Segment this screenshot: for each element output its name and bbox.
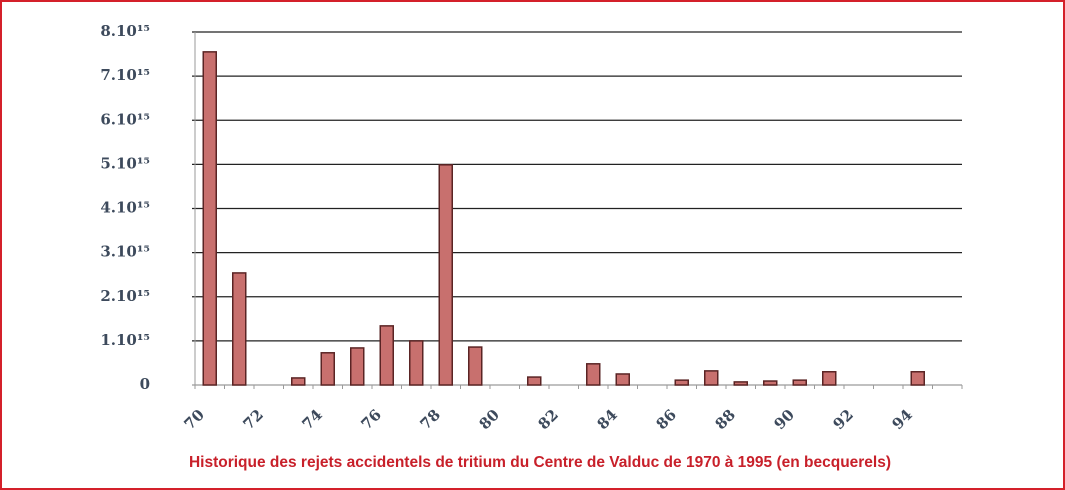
x-tick-label: 80: [475, 406, 502, 433]
bar: [379, 325, 394, 386]
x-tick-label: 88: [711, 406, 738, 433]
bar: [792, 379, 807, 386]
chart-title: Historique des rejets accidentels de tri…: [189, 454, 891, 471]
y-tick-label: 5.10¹⁵: [100, 154, 150, 172]
bar: [438, 164, 453, 386]
bar: [763, 380, 778, 386]
bar: [733, 381, 748, 386]
bar: [468, 346, 483, 386]
x-tick-label: 76: [357, 406, 384, 433]
x-tick-label: 90: [770, 406, 797, 433]
y-tick-label: 0: [140, 375, 150, 393]
x-tick-label: 78: [416, 406, 443, 433]
bar: [674, 379, 689, 386]
bar: [527, 376, 542, 386]
bar: [910, 371, 925, 386]
y-tick-label: 2.10¹⁵: [100, 287, 150, 305]
bar: [704, 370, 719, 386]
y-tick-label: 6.10¹⁵: [100, 110, 150, 128]
x-tick-label: 72: [239, 406, 266, 433]
bar: [350, 347, 365, 386]
bar: [586, 363, 601, 386]
y-tick-label: 4.10¹⁵: [100, 199, 150, 217]
bar: [232, 272, 247, 386]
x-tick-label: 94: [888, 406, 915, 433]
y-tick-label: 8.10¹⁵: [100, 22, 150, 40]
x-tick-label: 70: [180, 406, 207, 433]
y-tick-label: 7.10¹⁵: [100, 66, 150, 84]
x-tick-label: 74: [298, 406, 325, 433]
x-tick-label: 84: [593, 406, 620, 433]
x-tick-label: 92: [829, 406, 856, 433]
y-tick-label: 3.10¹⁵: [100, 243, 150, 261]
bar: [320, 352, 335, 386]
y-tick-label: 1.10¹⁵: [100, 331, 150, 349]
x-tick-label: 82: [534, 406, 561, 433]
bar: [615, 373, 630, 386]
x-tick-label: 86: [652, 406, 679, 433]
bar: [202, 51, 217, 386]
bar: [291, 377, 306, 386]
bar: [822, 371, 837, 386]
bar: [409, 340, 424, 386]
